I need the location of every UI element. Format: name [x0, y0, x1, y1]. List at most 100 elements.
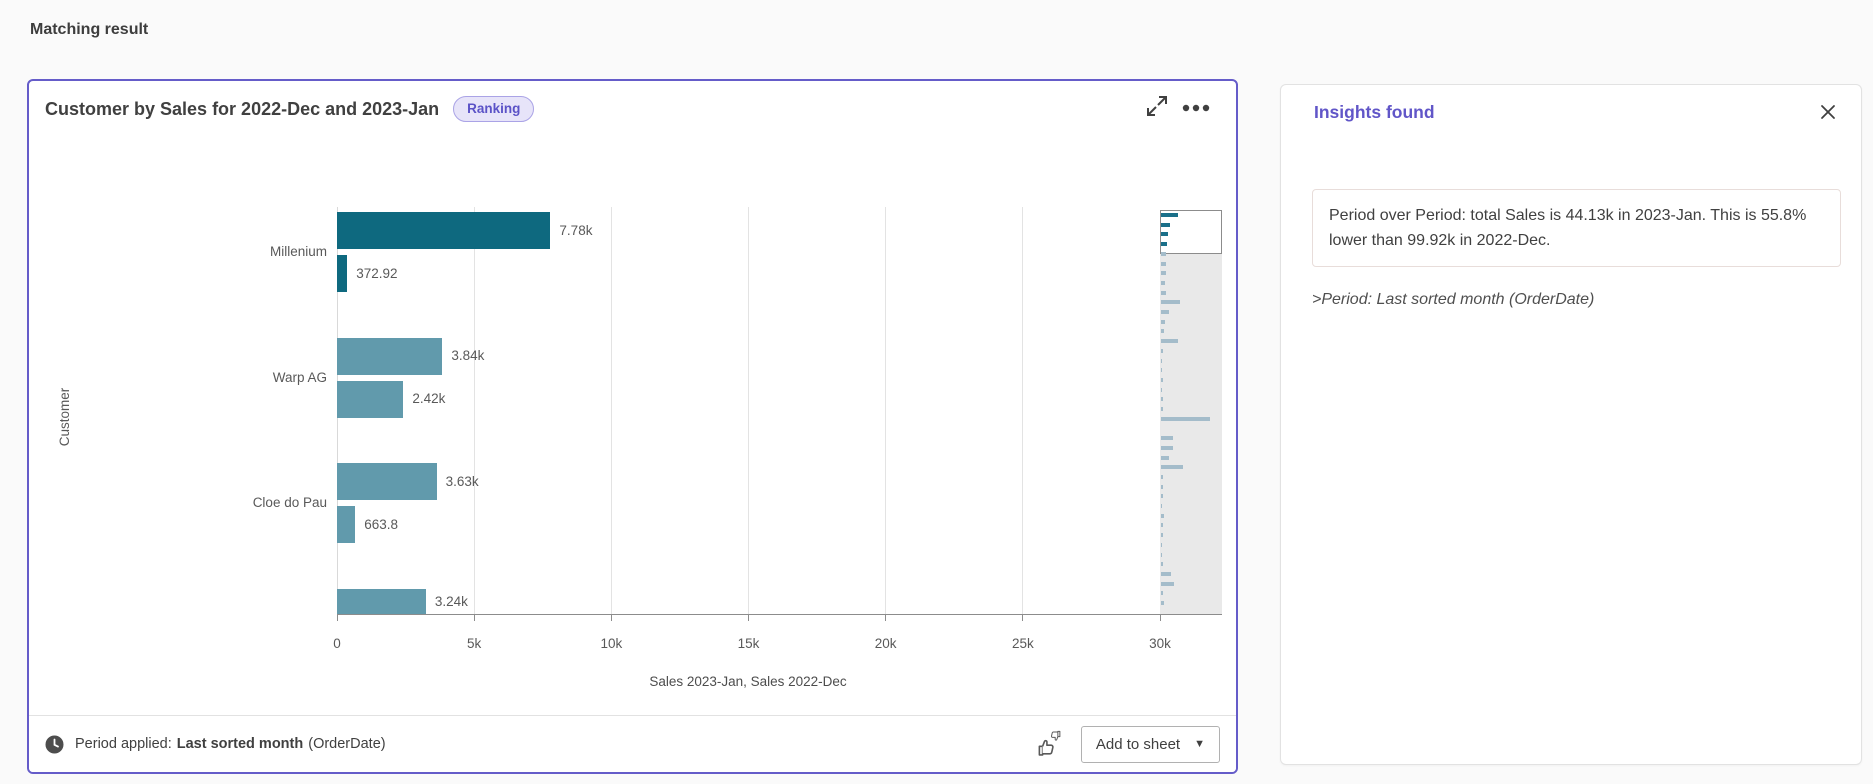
- page-title: Matching result: [30, 21, 149, 38]
- bar-sales-2023-jan[interactable]: [337, 212, 551, 249]
- clock-icon: [45, 735, 64, 754]
- minimap-bar: [1161, 280, 1166, 285]
- minimap-bar: [1161, 571, 1171, 576]
- thumbs-feedback-icon: [1034, 728, 1062, 761]
- period-applied-label: Period applied:: [75, 736, 172, 752]
- gridline: [1159, 207, 1160, 614]
- y-axis-title: Customer: [57, 387, 72, 447]
- ranking-badge: Ranking: [453, 96, 535, 122]
- analysis-result-card: Customer by Sales for 2022-Dec and 2023-…: [27, 79, 1238, 774]
- bar-sales-2023-jan[interactable]: [337, 589, 426, 614]
- close-icon: [1817, 105, 1839, 127]
- period-applied-field: (OrderDate): [308, 736, 386, 752]
- bar-value-label: 3.24k: [434, 593, 468, 609]
- minimap-bar: [1161, 300, 1181, 305]
- minimap-bar: [1161, 552, 1163, 557]
- plot-area: 7.78k 372.92 3.84k 2.42k 3.63k 663.8 3.24k: [337, 207, 1160, 614]
- minimap-bar: [1161, 251, 1167, 256]
- minimap-bar: [1161, 484, 1163, 489]
- more-options-button[interactable]: [1180, 97, 1212, 121]
- x-tick-label: 15k: [737, 636, 760, 651]
- category-label[interactable]: Millenium: [269, 244, 327, 259]
- y-axis-category-labels: Millenium Warp AG Cloe do Pau: [157, 207, 327, 614]
- gridline: [1022, 207, 1024, 614]
- minimap-bar: [1161, 232, 1168, 237]
- card-header: Customer by Sales for 2022-Dec and 2023-…: [45, 95, 535, 123]
- ellipsis-icon: [1181, 100, 1211, 118]
- minimap-bar: [1161, 261, 1167, 266]
- insights-panel: Insights found Period over Period: total…: [1280, 84, 1862, 765]
- minimap-bar: [1161, 310, 1169, 314]
- minimap-bar: [1161, 465, 1184, 470]
- minimap-bar: [1161, 407, 1163, 411]
- minimap-bar: [1161, 601, 1164, 605]
- x-tick-label: 0: [333, 636, 341, 651]
- x-tick-mark: [885, 615, 887, 621]
- x-tick-mark: [473, 615, 475, 621]
- bar-sales-2022-dec[interactable]: [337, 380, 404, 418]
- minimap-bar: [1161, 474, 1164, 479]
- expand-button[interactable]: [1144, 95, 1170, 121]
- gridline: [473, 207, 475, 614]
- insights-panel-title: Insights found: [1314, 102, 1435, 122]
- x-tick-label: 5k: [467, 636, 482, 651]
- minimap-viewport-handle[interactable]: [1160, 210, 1222, 254]
- minimap-bar: [1161, 581, 1174, 586]
- minimap-bar: [1161, 591, 1163, 596]
- x-tick-label: 25k: [1011, 636, 1034, 651]
- bar-sales-2022-dec[interactable]: [337, 506, 356, 544]
- bar-value-label: 3.84k: [451, 348, 485, 364]
- period-note: >Period: Last sorted month (OrderDate): [1312, 291, 1595, 308]
- bar-sales-2022-dec[interactable]: [337, 255, 348, 292]
- period-applied-value: Last sorted month: [176, 736, 304, 752]
- minimap-track[interactable]: [1160, 254, 1222, 614]
- feedback-button[interactable]: [1033, 729, 1063, 759]
- chart-title: Customer by Sales for 2022-Dec and 2023-…: [45, 99, 440, 119]
- x-tick-label: 20k: [874, 636, 897, 651]
- minimap-bar: [1161, 213, 1179, 217]
- category-label[interactable]: Warp AG: [272, 369, 327, 385]
- minimap-bar: [1161, 416, 1211, 421]
- minimap-bar: [1161, 377, 1163, 382]
- scroll-minimap[interactable]: [1160, 210, 1222, 614]
- x-tick-label: 10k: [600, 636, 623, 651]
- minimap-bar: [1161, 242, 1167, 247]
- bar-value-label: 663.8: [364, 516, 398, 532]
- x-axis-title: Sales 2023-Jan, Sales 2022-Dec: [649, 674, 847, 689]
- add-to-sheet-label: Add to sheet: [1095, 735, 1181, 753]
- minimap-bar: [1161, 562, 1163, 567]
- bar-sales-2023-jan[interactable]: [337, 337, 443, 375]
- expand-icon: [1145, 94, 1169, 123]
- x-tick-mark: [1022, 615, 1024, 621]
- gridline: [885, 207, 887, 614]
- add-to-sheet-button[interactable]: Add to sheet ▼: [1080, 725, 1220, 763]
- x-tick-mark: [610, 615, 612, 621]
- close-button[interactable]: [1817, 101, 1839, 123]
- card-footer: Period applied: Last sorted month (Order…: [29, 715, 1236, 772]
- gridline: [610, 207, 612, 614]
- x-axis-line: [337, 614, 1222, 615]
- minimap-bar: [1161, 455, 1169, 460]
- bar-value-label: 2.42k: [412, 391, 446, 407]
- minimap-bar: [1161, 533, 1163, 538]
- x-tick-mark: [1159, 615, 1161, 621]
- bar-value-label: 7.78k: [559, 222, 593, 238]
- minimap-bar: [1161, 436, 1173, 441]
- minimap-bar: [1161, 504, 1163, 508]
- x-tick-mark: [748, 615, 749, 621]
- bar-value-label: 3.63k: [445, 473, 479, 489]
- minimap-bar: [1161, 348, 1163, 353]
- bar-sales-2023-jan[interactable]: [337, 463, 437, 501]
- category-label[interactable]: Cloe do Pau: [252, 495, 327, 511]
- minimap-bar: [1161, 494, 1163, 499]
- minimap-bar: [1161, 290, 1166, 295]
- minimap-bar: [1161, 513, 1165, 518]
- minimap-bar: [1161, 329, 1165, 334]
- minimap-bar: [1161, 523, 1163, 528]
- minimap-bar: [1161, 387, 1163, 392]
- minimap-bar: [1161, 542, 1163, 547]
- x-tick-label: 30k: [1149, 636, 1171, 651]
- bar-value-label: 372.92: [356, 265, 398, 281]
- insight-card: Period over Period: total Sales is 44.13…: [1312, 189, 1841, 267]
